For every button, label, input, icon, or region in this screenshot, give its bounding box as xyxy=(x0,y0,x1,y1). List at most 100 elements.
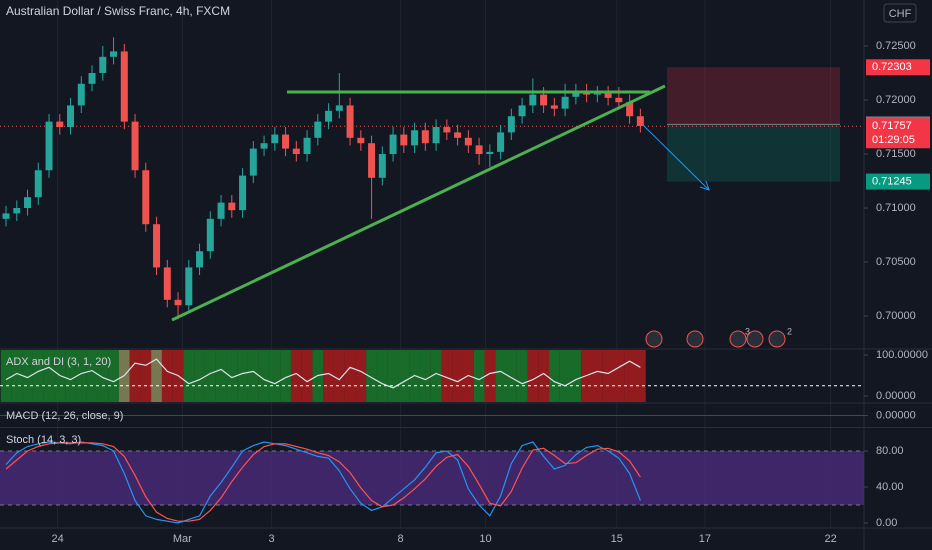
trend-background xyxy=(333,350,345,402)
event-icon[interactable] xyxy=(729,330,747,348)
candle-body xyxy=(411,130,419,146)
trend-background xyxy=(344,350,356,402)
trend-background xyxy=(43,350,55,402)
y-tick-label: 0.71000 xyxy=(876,202,916,214)
trend-background xyxy=(624,350,635,402)
trend-background xyxy=(140,350,152,402)
trend-background xyxy=(65,350,76,402)
event-icon[interactable] xyxy=(746,330,764,348)
candle-body xyxy=(303,137,311,155)
candle-body xyxy=(77,83,85,106)
candle-body xyxy=(400,134,408,146)
trend-background xyxy=(290,350,302,402)
candle-body xyxy=(626,102,634,117)
candle-body xyxy=(142,170,150,225)
trend-background xyxy=(258,350,270,402)
candle-body xyxy=(389,134,397,155)
trend-background xyxy=(75,350,87,402)
candle-body xyxy=(335,105,343,111)
candle-body xyxy=(561,96,569,109)
trend-background xyxy=(323,350,334,402)
trend-background xyxy=(183,350,195,402)
trend-background xyxy=(86,350,98,402)
y-tick-label: 0.72000 xyxy=(876,94,916,106)
countdown-label: 01:29:05 xyxy=(872,134,915,146)
trend-background xyxy=(215,350,227,402)
candle-body xyxy=(228,202,236,211)
event-count: 2 xyxy=(787,326,792,336)
y-tick-label: 0.00000 xyxy=(876,390,916,402)
trend-background xyxy=(441,350,453,402)
y-tick-label: 0.00000 xyxy=(876,409,916,421)
x-tick-label: 3 xyxy=(269,533,275,545)
candle-body xyxy=(432,127,440,144)
trend-line xyxy=(171,84,666,322)
x-tick-label: 8 xyxy=(398,533,404,545)
trend-background xyxy=(591,350,603,402)
price-label: 0.72303 xyxy=(872,61,912,73)
trend-background xyxy=(376,350,388,402)
trend-background xyxy=(280,350,291,402)
trend-background xyxy=(11,350,23,402)
candle-body xyxy=(56,121,64,128)
candle-body xyxy=(454,132,462,138)
trend-background xyxy=(247,350,259,402)
candle-body xyxy=(282,134,290,149)
candle-body xyxy=(572,91,580,97)
trend-background xyxy=(495,350,506,402)
event-icon[interactable] xyxy=(768,330,786,348)
y-tick-label: 0.00 xyxy=(876,517,897,529)
price-label: 0.71757 xyxy=(872,120,912,132)
symbol-title: Australian Dollar / Swiss Franc, 4h, FXC… xyxy=(6,4,230,18)
indicator-line xyxy=(5,358,641,389)
stop-zone xyxy=(667,67,840,125)
candle-body xyxy=(24,197,32,209)
trend-background xyxy=(548,350,560,402)
candle-body xyxy=(34,170,42,198)
candle-body xyxy=(518,105,526,117)
candle-body xyxy=(464,137,472,146)
trend-background xyxy=(32,350,44,402)
arrow-head xyxy=(699,180,710,191)
pane-title: ADX and DI (3, 1, 20) xyxy=(6,356,111,368)
trend-background xyxy=(634,350,646,402)
candle-body xyxy=(378,154,386,178)
trend-background xyxy=(301,350,313,402)
trend-background xyxy=(398,350,410,402)
trend-background xyxy=(108,350,119,402)
candle-body xyxy=(120,51,128,122)
forecast-arrow xyxy=(642,124,709,190)
trend-background xyxy=(366,350,377,402)
y-tick-label: 0.72500 xyxy=(876,40,916,52)
trend-background xyxy=(161,350,173,402)
y-tick-label: 100.00000 xyxy=(876,349,928,361)
candle-body xyxy=(475,145,483,155)
candle-body xyxy=(271,134,279,144)
candle-body xyxy=(357,137,365,144)
currency-button[interactable] xyxy=(883,3,917,23)
trend-background xyxy=(430,350,442,402)
trend-background xyxy=(194,350,205,402)
candle-body xyxy=(163,267,171,300)
x-tick-label: Mar xyxy=(173,533,192,545)
candle-body xyxy=(185,267,193,306)
price-label-box xyxy=(866,59,930,76)
trend-background xyxy=(226,350,238,402)
trend-background xyxy=(22,350,33,402)
price-label-box xyxy=(866,118,930,149)
trend-background xyxy=(204,350,216,402)
trend-background xyxy=(269,350,281,402)
price-label: 0.71245 xyxy=(872,175,912,187)
trend-background xyxy=(516,350,528,402)
event-icon[interactable] xyxy=(686,330,704,348)
event-icon[interactable] xyxy=(645,330,663,348)
price-axis: 24Mar38101517220.723030.717740.7175701:2… xyxy=(52,40,930,545)
target-zone xyxy=(667,124,840,182)
candle-body xyxy=(131,121,139,171)
candle-body xyxy=(206,218,214,252)
candle-body xyxy=(99,56,107,74)
trend-background xyxy=(452,350,463,402)
trend-background xyxy=(613,350,625,402)
candle-body xyxy=(550,105,558,109)
